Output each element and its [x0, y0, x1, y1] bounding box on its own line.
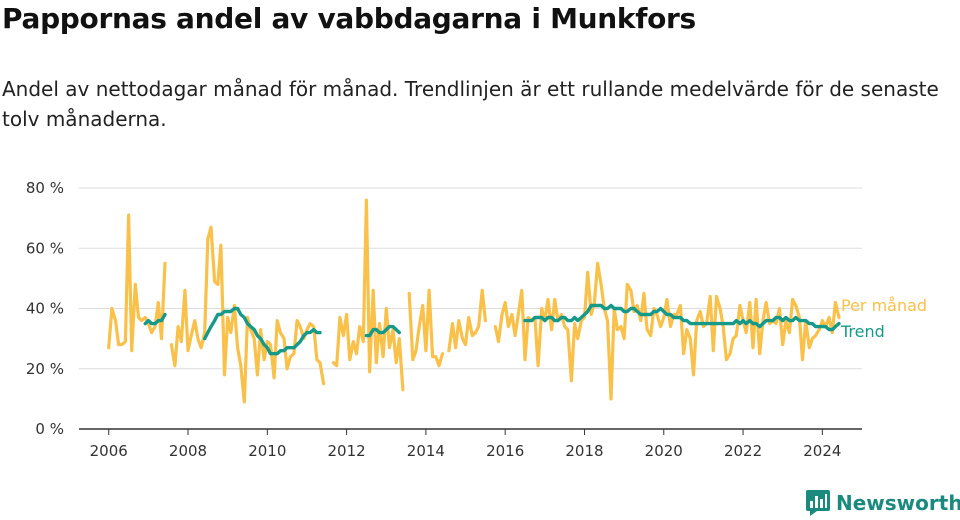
y-tick-label: 80 % — [26, 179, 64, 197]
x-tick-label: 2018 — [565, 442, 603, 460]
y-tick-label: 20 % — [26, 360, 64, 378]
series-per-manad-segment — [169, 225, 326, 404]
x-tick-label: 2006 — [90, 442, 128, 460]
y-tick-label: 60 % — [26, 239, 64, 257]
series-trend-segment — [203, 306, 322, 356]
chart-subtitle: Andel av nettodagar månad för månad. Tre… — [2, 77, 939, 131]
legend: Per månad Trend — [840, 296, 927, 341]
series-trend-segment — [523, 303, 841, 332]
legend-label-per-manad: Per månad — [841, 296, 927, 315]
x-tick-label: 2016 — [486, 442, 524, 460]
chart-title: Pappornas andel av vabbdagarna i Munkfor… — [2, 2, 696, 35]
series-trend-segment — [143, 312, 167, 326]
x-tick-label: 2014 — [407, 442, 445, 460]
series-per-manad-segment — [331, 198, 405, 392]
y-tick-label: 40 % — [26, 300, 64, 318]
gridlines — [79, 187, 862, 370]
y-axis-ticks: 0 % 20 % 40 % 60 % 80 % — [26, 179, 64, 438]
series-per-manad-segment — [493, 261, 841, 401]
x-tick-label: 2020 — [645, 442, 683, 460]
y-tick-label: 0 % — [35, 420, 64, 438]
legend-label-trend: Trend — [840, 322, 885, 341]
series-trend-segment — [364, 324, 401, 338]
x-tick-label: 2024 — [803, 442, 841, 460]
x-tick-label: 2022 — [724, 442, 762, 460]
newsworthy-logo-icon — [806, 490, 830, 516]
x-tick-label: 2010 — [248, 442, 286, 460]
x-axis-ticks: 2006 2008 2010 2012 2014 2016 2018 2020 2022 2024 — [79, 428, 862, 460]
x-tick-label: 2012 — [328, 442, 366, 460]
x-tick-label: 2008 — [169, 442, 207, 460]
brand-logo[interactable]: Newsworthy — [806, 490, 960, 516]
series-per-manad-segment — [447, 288, 487, 353]
brand-name: Newsworthy — [836, 491, 960, 515]
series-lines — [107, 198, 841, 404]
series-per-manad-segment — [407, 288, 445, 368]
series-per-manad-segment — [107, 213, 167, 353]
